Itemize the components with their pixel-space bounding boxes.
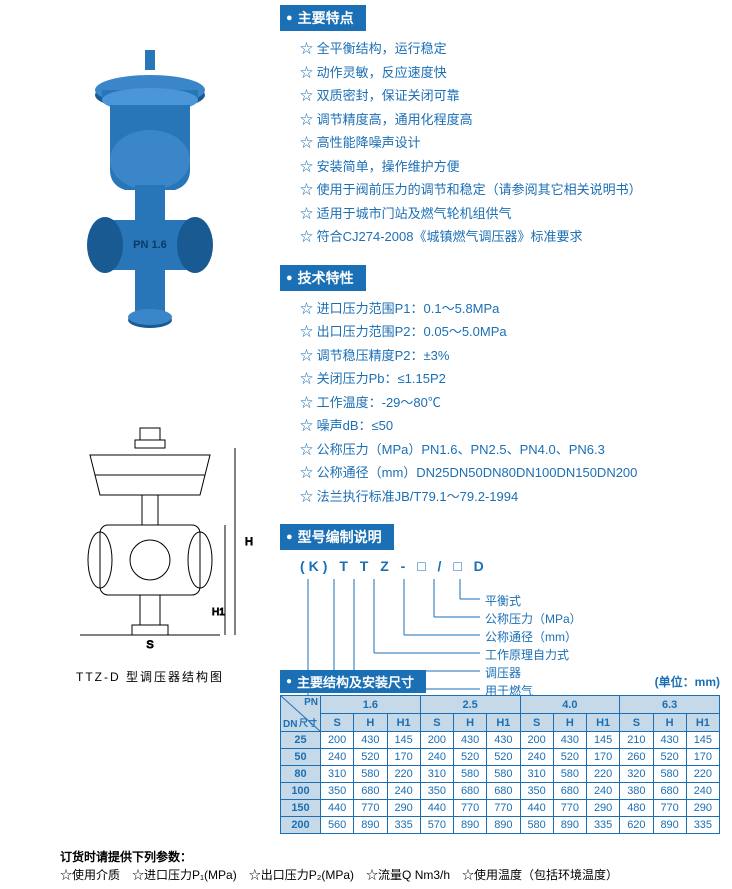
dimensions-table-section: 主要结构及安装尺寸 (单位：mm) PNDN尺寸1.62.54.06.3SHH1… — [280, 670, 720, 834]
specs-list: 进口压力范围P1：0.1～5.8MPa 出口压力范围P2：0.05～5.0MPa 调… — [280, 299, 732, 507]
spec-item: 进口压力范围P1：0.1～5.8MPa — [300, 299, 732, 319]
spec-item: 法兰执行标准JB/T79.1～79.2-1994 — [300, 487, 732, 507]
table-unit: (单位：mm) — [655, 673, 720, 690]
svg-text:H: H — [245, 536, 253, 548]
dimensions-table: PNDN尺寸1.62.54.06.3SHH1SHH1SHH1SHH1252004… — [280, 695, 720, 834]
spec-item: 关闭压力Pb：≤1.15P2 — [300, 369, 732, 389]
diagram-caption: TTZ-D 型调压器结构图 — [20, 668, 280, 685]
model-label-1: 公称压力（MPa） — [485, 610, 582, 627]
feature-item: 全平衡结构，运行稳定 — [300, 39, 732, 59]
feature-item: 安装简单，操作维护方便 — [300, 157, 732, 177]
specs-header: 技术特性 — [280, 265, 366, 291]
footer: 订货时请提供下列参数： ☆使用介质 ☆进口压力P₁(MPa) ☆出口压力P₂(M… — [60, 848, 618, 884]
footer-line2: ☆使用介质 ☆进口压力P₁(MPa) ☆出口压力P₂(MPa) ☆流量Q Nm3… — [60, 866, 618, 884]
table-title: 主要结构及安装尺寸 — [280, 670, 426, 693]
spec-item: 噪声dB：≤50 — [300, 416, 732, 436]
features-header: 主要特点 — [280, 5, 366, 31]
model-label-3: 工作原理自力式 — [485, 646, 569, 663]
feature-item: 符合CJ274-2008《城镇燃气调压器》标准要求 — [300, 227, 732, 247]
features-list: 全平衡结构，运行稳定动作灵敏，反应速度快双质密封，保证关闭可靠调节精度高，通用化… — [280, 39, 732, 247]
svg-text:PN 1.6: PN 1.6 — [133, 239, 167, 251]
model-header: 型号编制说明 — [280, 524, 394, 550]
spec-item: 公称通径（mm）DN25DN50DN80DN100DN150DN200 — [300, 463, 732, 483]
model-label-0: 平衡式 — [485, 592, 521, 609]
valve-photo: PN 1.6 — [50, 40, 250, 360]
feature-item: 使用于阀前压力的调节和稳定（请参阅其它相关说明书） — [300, 180, 732, 200]
spec-item: 调节稳压精度P2：±3% — [300, 346, 732, 366]
spec-item: 出口压力范围P2：0.05～5.0MPa — [300, 322, 732, 342]
model-code: (K) T T Z - □ / □ D — [300, 558, 732, 574]
svg-text:S: S — [146, 639, 153, 651]
spec-item: 公称压力（MPa）PN1.6、PN2.5、PN4.0、PN6.3 — [300, 440, 732, 460]
structure-diagram: S H H1 — [40, 420, 260, 660]
model-label-2: 公称通径（mm） — [485, 628, 577, 645]
feature-item: 双质密封，保证关闭可靠 — [300, 86, 732, 106]
feature-item: 适用于城市门站及燃气轮机组供气 — [300, 204, 732, 224]
feature-item: 动作灵敏，反应速度快 — [300, 63, 732, 83]
spec-item: 工作温度：-29～80℃ — [300, 393, 732, 413]
feature-item: 高性能降噪声设计 — [300, 133, 732, 153]
footer-line1: 订货时请提供下列参数： — [60, 848, 618, 866]
feature-item: 调节精度高，通用化程度高 — [300, 110, 732, 130]
svg-text:H1: H1 — [212, 607, 225, 618]
